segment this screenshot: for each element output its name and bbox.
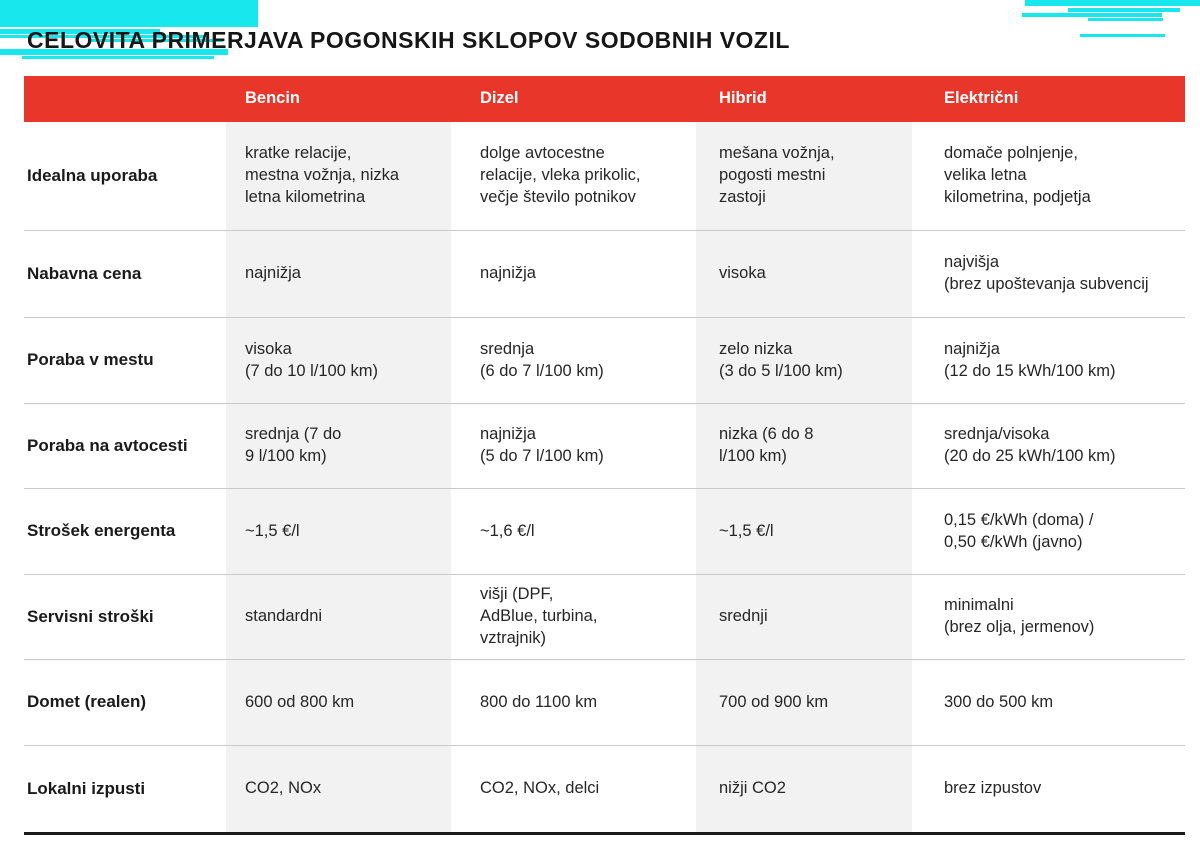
table-cell: najnižja (12 do 15 kWh/100 km) (944, 339, 1116, 380)
table-cell: nizka (6 do 8 l/100 km) (696, 404, 912, 488)
glitch-cyan-streak (1022, 13, 1162, 17)
table-row-poraba-na-avtocesti: Poraba na avtocesti srednja (7 do 9 l/10… (24, 404, 1185, 489)
table-cell: najnižja (480, 264, 536, 283)
row-label: Servisni stroški (27, 606, 154, 626)
row-label: Domet (realen) (27, 692, 147, 712)
table-cell: srednja (7 do 9 l/100 km) (226, 404, 451, 488)
glitch-cyan-streak (0, 29, 160, 34)
table-cell: 700 od 900 km (696, 660, 912, 745)
table-cell: mešana vožnja, pogosti mestni zastoji (696, 122, 912, 230)
table-cell: visoka (696, 231, 912, 317)
table-cell: srednji (696, 575, 912, 659)
table-row-nabavna-cena: Nabavna cena najnižja najnižja visoka na… (24, 231, 1185, 318)
table-cell: CO2, NOx, delci (480, 779, 600, 798)
table-cell: kratke relacije, mestna vožnja, nizka le… (226, 122, 451, 230)
table-row-strosek-energenta: Strošek energenta ~1,5 €/l ~1,6 €/l ~1,5… (24, 489, 1185, 575)
column-header-elektricni: Električni (944, 89, 1019, 108)
column-header-bencin: Bencin (245, 89, 301, 108)
row-label: Nabavna cena (27, 263, 142, 283)
table-row-idealna-uporaba: Idealna uporaba kratke relacije, mestna … (24, 122, 1185, 231)
table-cell: domače polnjenje, velika letna kilometri… (944, 144, 1091, 206)
table-cell: srednja (6 do 7 l/100 km) (480, 339, 604, 380)
glitch-cyan-streak (88, 39, 223, 42)
table-cell: 800 do 1100 km (480, 692, 598, 711)
glitch-cyan-top-left-block (0, 0, 258, 27)
table-cell: dolge avtocestne relacije, vleka prikoli… (480, 144, 641, 206)
table-cell: najnižja (226, 231, 451, 317)
header-spacer (24, 76, 226, 122)
table-cell: brez izpustov (944, 779, 1042, 798)
glitch-cyan-streak (1088, 18, 1163, 21)
table-cell: 0,15 €/kWh (doma) / 0,50 €/kWh (javno) (944, 510, 1094, 551)
glitch-cyan-streak (1080, 34, 1165, 37)
table-cell: višji (DPF, AdBlue, turbina, vztrajnik) (480, 585, 598, 647)
comparison-table: Bencin Dizel Hibrid Električni Idealna u… (24, 76, 1185, 835)
glitch-cyan-streak (22, 56, 214, 59)
column-header-dizel: Dizel (480, 89, 519, 108)
table-cell: visoka (7 do 10 l/100 km) (226, 318, 451, 403)
table-cell: ~1,5 €/l (696, 489, 912, 574)
row-label: Poraba na avtocesti (27, 435, 188, 455)
table-row-poraba-v-mestu: Poraba v mestu visoka (7 do 10 l/100 km)… (24, 318, 1185, 404)
glitch-cyan-streak (0, 35, 205, 38)
glitch-cyan-streak (0, 49, 228, 55)
table-cell: ~1,5 €/l (226, 489, 451, 574)
table-cell: minimalni (brez olja, jermenov) (944, 596, 1095, 636)
table-cell: ~1,6 €/l (480, 521, 535, 540)
row-label: Strošek energenta (27, 521, 176, 541)
page-title: CELOVITA PRIMERJAVA POGONSKIH SKLOPOV SO… (27, 27, 790, 53)
row-label: Lokalni izpusti (27, 778, 146, 798)
table-cell: standardni (226, 575, 451, 659)
row-label: Poraba v mestu (27, 350, 154, 370)
table-cell: CO2, NOx (226, 746, 451, 832)
column-header-hibrid: Hibrid (719, 89, 767, 108)
glitch-cyan-top-right-block (1025, 0, 1200, 6)
table-cell: 300 do 500 km (944, 692, 1054, 711)
table-cell: najnižja (5 do 7 l/100 km) (480, 425, 604, 465)
glitch-cyan-streak (1068, 8, 1180, 12)
table-row-servisni-stroski: Servisni stroški standardni višji (DPF, … (24, 575, 1185, 660)
table-row-domet-realen: Domet (realen) 600 od 800 km 800 do 1100… (24, 660, 1185, 746)
table-cell: 600 od 800 km (226, 660, 451, 745)
table-cell: nižji CO2 (696, 746, 912, 832)
table-header-row: Bencin Dizel Hibrid Električni (24, 76, 1185, 122)
table-row-lokalni-izpusti: Lokalni izpusti CO2, NOx CO2, NOx, delci… (24, 746, 1185, 835)
row-label: Idealna uporaba (27, 165, 158, 185)
table-cell: najvišja (brez upoštevanja subvencij (944, 253, 1149, 293)
table-cell: srednja/visoka (20 do 25 kWh/100 km) (944, 425, 1116, 465)
table-cell: zelo nizka (3 do 5 l/100 km) (696, 318, 912, 403)
